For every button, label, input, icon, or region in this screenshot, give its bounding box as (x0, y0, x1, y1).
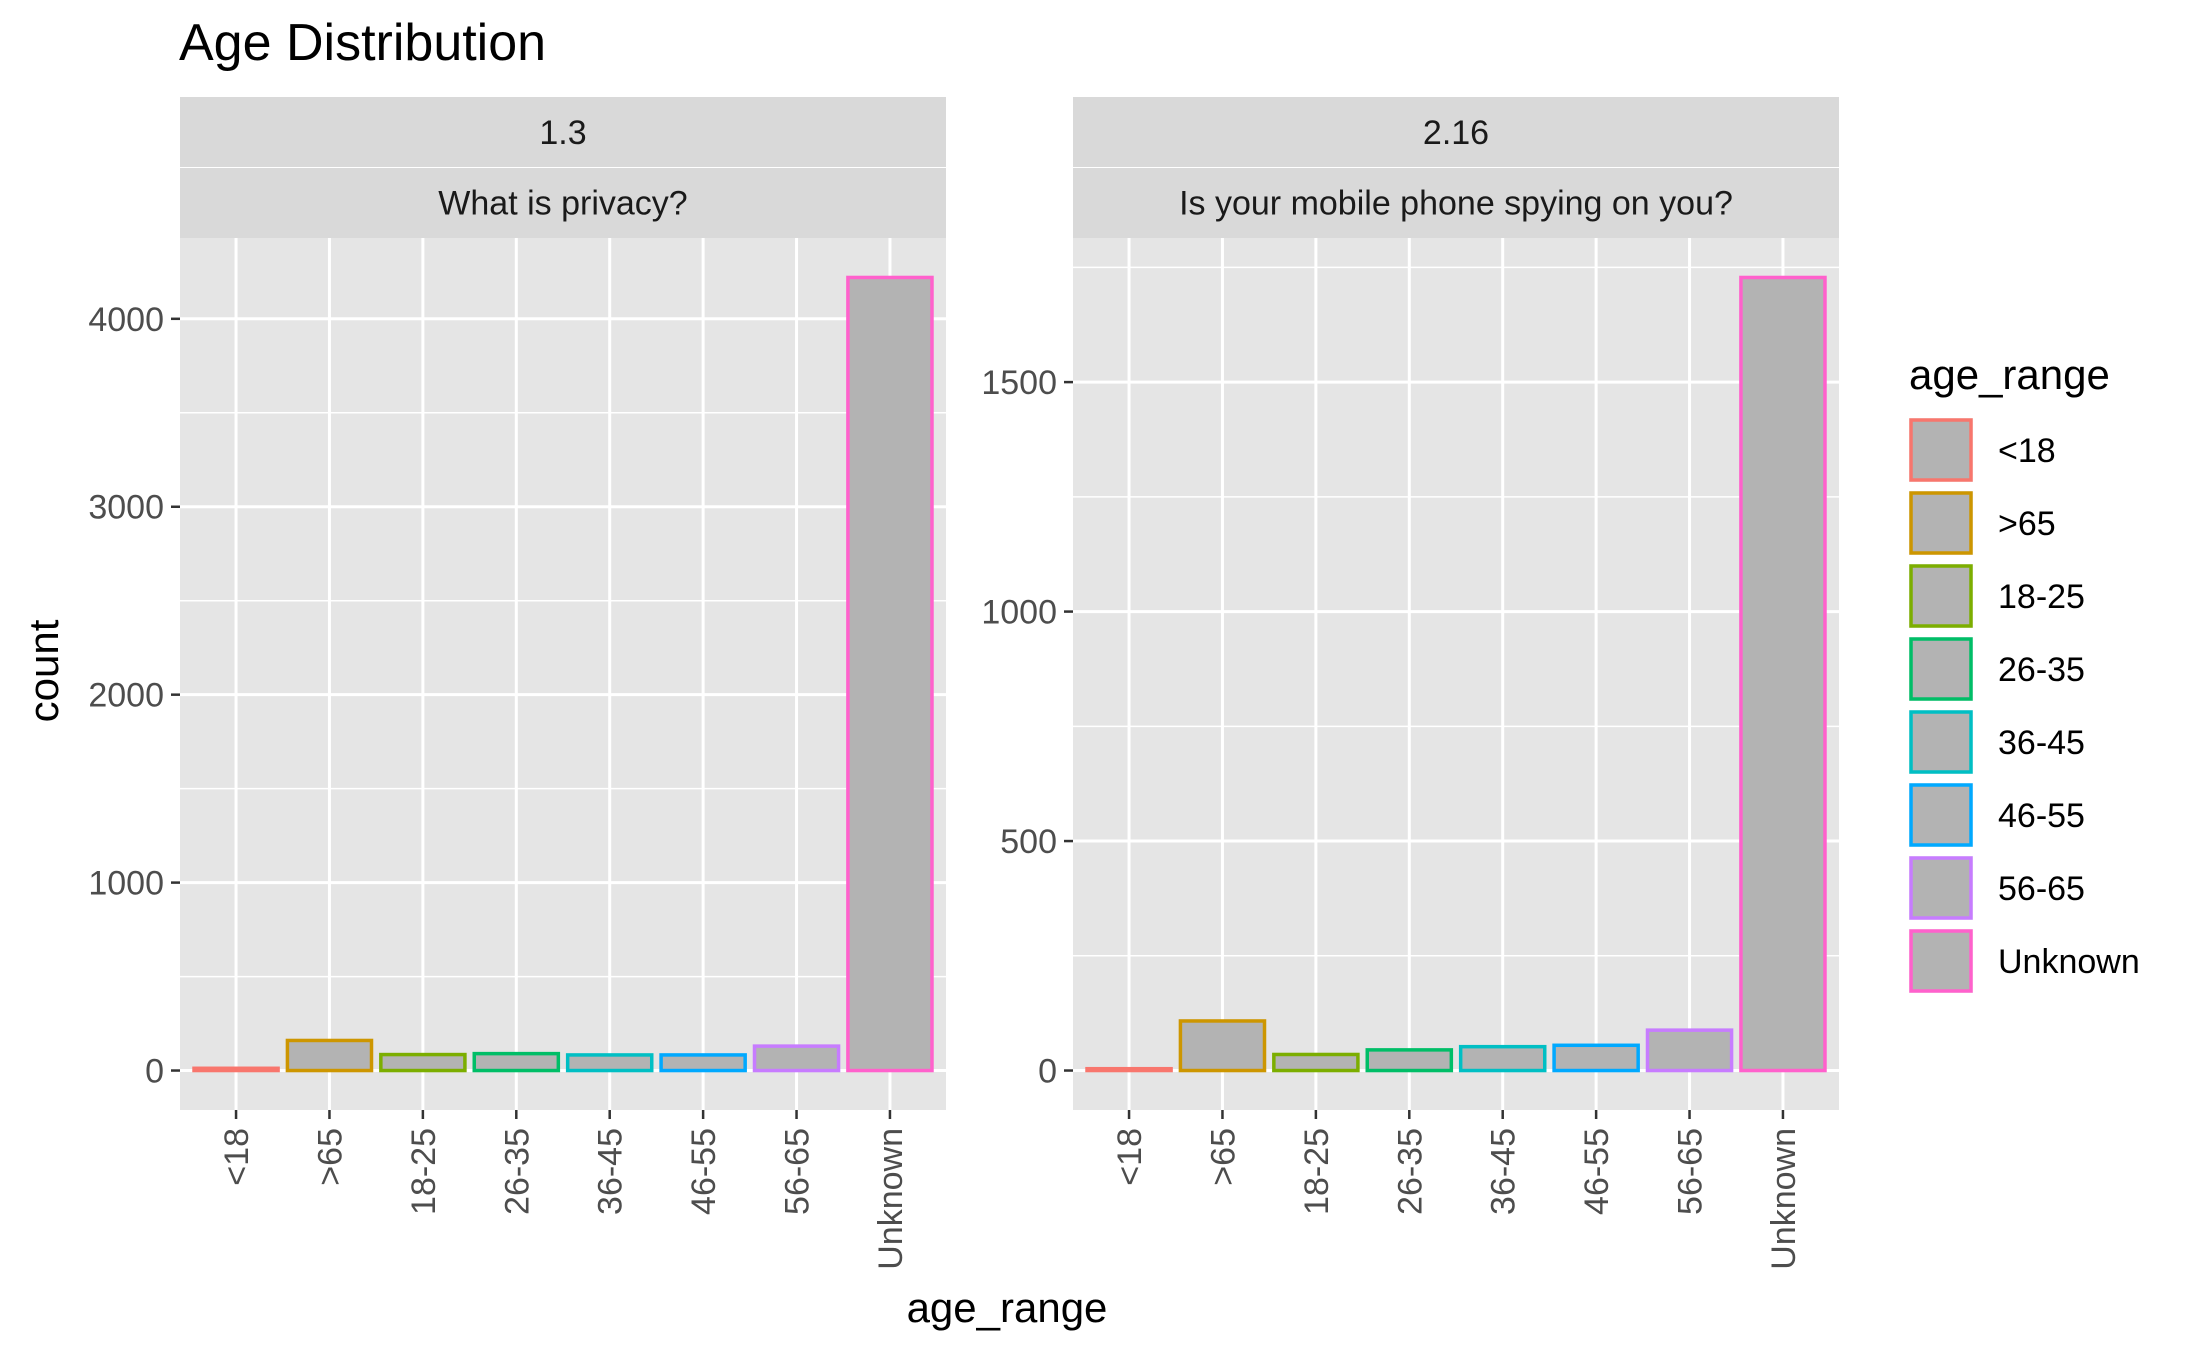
panel-background (180, 238, 946, 1110)
legend-swatch-gt65 (1909, 491, 1973, 555)
legend-swatch-36-45 (1909, 710, 1973, 774)
x-tick-label: 26-35 (498, 1128, 536, 1215)
y-axis-title: count (20, 619, 67, 722)
x-tick-label: 36-45 (1485, 1128, 1523, 1215)
y-tick-label: 2000 (88, 677, 164, 715)
x-tick-label: <18 (218, 1128, 256, 1186)
legend-label: Unknown (1998, 943, 2140, 981)
bar-26-35 (472, 1051, 561, 1073)
x-tick-label: 36-45 (592, 1128, 630, 1215)
bar-lt18 (192, 1066, 280, 1073)
x-tick-label: Unknown (872, 1128, 910, 1270)
bar-unknown (846, 275, 934, 1073)
bar-18-25 (1272, 1052, 1360, 1073)
bar-36-45 (565, 1053, 654, 1073)
y-tick-label: 0 (1038, 1053, 1057, 1091)
bar-18-25 (379, 1052, 467, 1073)
facet-strip-bottom (1073, 168, 1839, 238)
legend-label: >65 (1998, 505, 2056, 543)
legend-swatch-46-55 (1909, 783, 1973, 847)
facet-strip-top (180, 97, 946, 167)
y-tick-label: 1500 (981, 364, 1057, 402)
bar-56-65 (752, 1044, 841, 1073)
x-tick-label: 26-35 (1391, 1128, 1429, 1215)
legend-label: 56-65 (1998, 870, 2085, 908)
y-tick-label: 0 (145, 1053, 164, 1091)
legend-swatch-26-35 (1909, 637, 1973, 701)
legend-swatch-56-65 (1909, 856, 1973, 920)
bar-56-65 (1645, 1028, 1734, 1073)
x-tick-label: >65 (1204, 1128, 1242, 1186)
bar-36-45 (1458, 1044, 1547, 1073)
x-axis-title: age_range (907, 1284, 1108, 1331)
bar-lt18 (1085, 1066, 1173, 1073)
y-tick-label: 3000 (88, 489, 164, 527)
facet-panel-2: 2.16 Is your mobile phone spying on you? 0… (981, 97, 1839, 1270)
bar-46-55 (659, 1053, 747, 1073)
bar-unknown (1739, 275, 1827, 1073)
x-tick-label: <18 (1111, 1128, 1149, 1186)
legend-swatch-18-25 (1909, 564, 1973, 628)
facet-strip-label: 1.3 (539, 114, 586, 152)
facet-strip-label: What is privacy? (438, 185, 687, 223)
x-tick-label: 18-25 (1298, 1128, 1336, 1215)
chart-title: Age Distribution (179, 14, 546, 72)
y-tick-label: 4000 (88, 301, 164, 339)
bar-gt65 (285, 1038, 374, 1073)
x-tick-label: 46-55 (685, 1128, 723, 1215)
legend-title: age_range (1909, 351, 2110, 398)
x-tick-label: 18-25 (405, 1128, 443, 1215)
y-tick-label: 500 (1000, 823, 1057, 861)
legend-label: 36-45 (1998, 724, 2085, 762)
x-tick-label: >65 (311, 1128, 349, 1186)
facet-panel-1: 1.3 What is privacy? 0 1000 2000 3000 4000 <18 >… (88, 97, 946, 1270)
bar-46-55 (1552, 1043, 1640, 1073)
legend-swatch-unknown (1909, 929, 1973, 993)
legend-label: 46-55 (1998, 797, 2085, 835)
y-tick-label: 1000 (981, 594, 1057, 632)
legend-swatch-lt18 (1909, 418, 1973, 482)
x-tick-label: 46-55 (1578, 1128, 1616, 1215)
facet-strip-label: Is your mobile phone spying on you? (1179, 185, 1733, 223)
bar-gt65 (1178, 1019, 1267, 1073)
legend: age_range <18 >65 18-25 26-35 36-45 46-55 56-6… (1909, 351, 2140, 993)
facet-strip-bottom (180, 168, 946, 238)
legend-label: 26-35 (1998, 651, 2085, 689)
facet-strip-top (1073, 97, 1839, 167)
x-tick-label: Unknown (1765, 1128, 1803, 1270)
panel-background (1073, 238, 1839, 1110)
bar-26-35 (1365, 1048, 1454, 1073)
x-tick-label: 56-65 (1672, 1128, 1710, 1215)
legend-label: <18 (1998, 432, 2056, 470)
x-tick-label: 56-65 (779, 1128, 817, 1215)
facet-strip-label: 2.16 (1423, 114, 1489, 152)
y-tick-label: 1000 (88, 865, 164, 903)
legend-label: 18-25 (1998, 578, 2085, 616)
